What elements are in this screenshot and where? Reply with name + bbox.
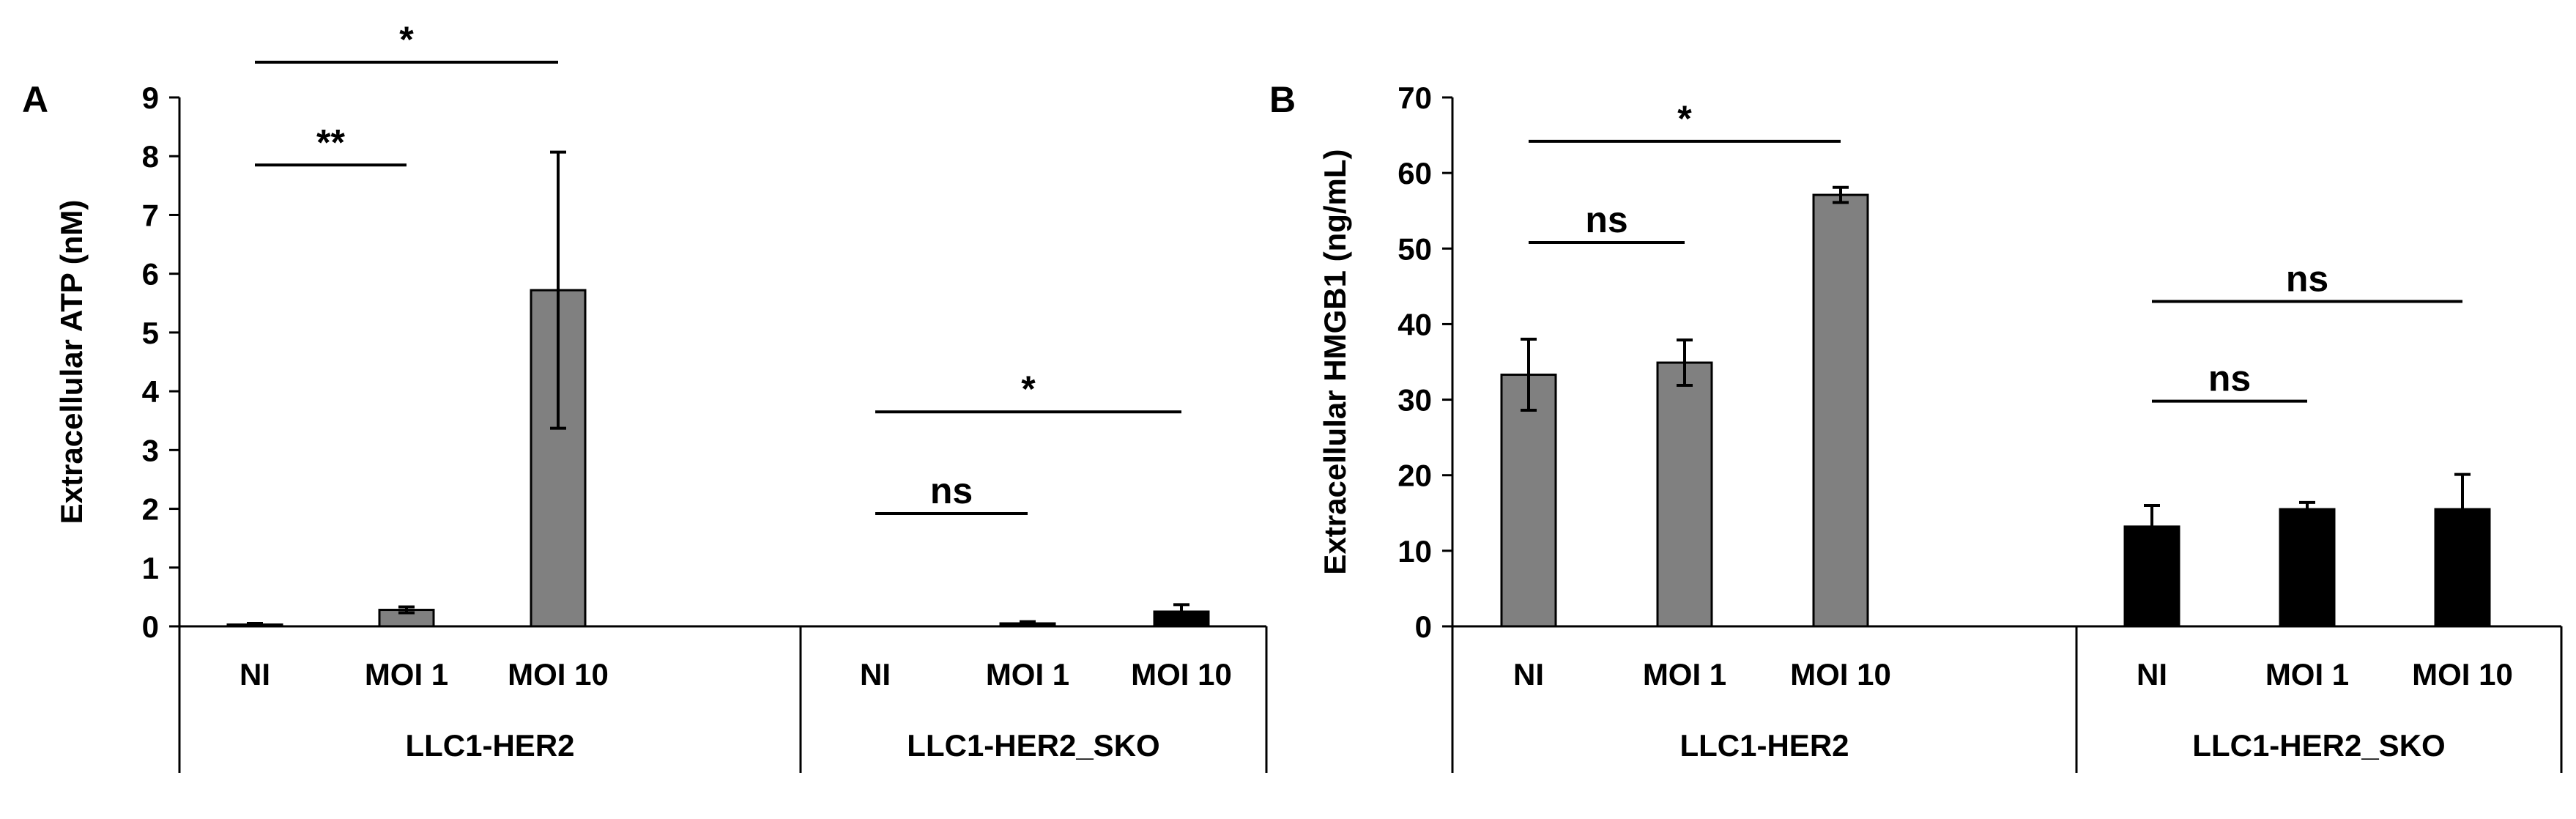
significance-label: **	[316, 122, 345, 163]
category-label: NI	[2137, 657, 2167, 692]
y-tick-label: 5	[142, 316, 159, 350]
y-tick-label: 9	[142, 81, 159, 115]
category-label: MOI 10	[1131, 657, 1232, 692]
y-axis-title: Extracellular HMGB1 (ng/mL)	[1318, 149, 1352, 574]
y-tick-label: 20	[1398, 459, 1432, 493]
y-tick-label: 4	[142, 374, 160, 409]
category-label: MOI 1	[365, 657, 448, 692]
group-label: LLC1-HER2_SKO	[2192, 728, 2445, 763]
y-tick-label: 10	[1398, 534, 1432, 568]
bar	[1500, 374, 1557, 628]
category-label: NI	[860, 657, 891, 692]
group-label: LLC1-HER2	[405, 728, 574, 763]
y-tick-label: 0	[1415, 609, 1432, 644]
bar	[1656, 361, 1713, 628]
category-label: MOI 1	[1643, 657, 1726, 692]
y-tick-label: 6	[142, 257, 159, 292]
significance-label: ns	[1585, 199, 1627, 240]
category-label: MOI 10	[508, 657, 609, 692]
category-label: MOI 1	[986, 657, 1069, 692]
category-label: MOI 10	[1790, 657, 1891, 692]
y-tick-label: 2	[142, 492, 159, 527]
y-axis-title: Extracellular ATP (nM)	[54, 200, 89, 525]
significance-label: *	[399, 19, 414, 60]
panel-label: B	[1269, 79, 1296, 120]
y-tick-label: 7	[142, 198, 159, 232]
significance-label: *	[1677, 98, 1692, 139]
significance-label: ns	[2208, 358, 2251, 399]
y-tick-label: 40	[1398, 307, 1432, 341]
bar	[1812, 193, 1869, 628]
category-label: MOI 1	[2265, 657, 2349, 692]
significance-label: ns	[2286, 258, 2328, 299]
y-tick-label: 1	[142, 551, 159, 585]
category-label: NI	[1513, 657, 1544, 692]
y-tick-label: 8	[142, 139, 159, 174]
y-tick-label: 3	[142, 433, 159, 467]
significance-label: *	[1021, 368, 1036, 410]
bar	[2279, 508, 2336, 628]
significance-label: ns	[930, 470, 973, 511]
y-tick-label: 70	[1398, 81, 1432, 115]
panel-label: A	[22, 79, 48, 120]
y-tick-label: 30	[1398, 383, 1432, 418]
group-label: LLC1-HER2	[1679, 728, 1849, 763]
y-tick-label: 60	[1398, 156, 1432, 190]
category-label: NI	[240, 657, 270, 692]
group-label: LLC1-HER2_SKO	[907, 728, 1159, 763]
category-label: MOI 10	[2412, 657, 2513, 692]
y-tick-label: 50	[1398, 231, 1432, 266]
y-tick-label: 0	[142, 609, 159, 644]
